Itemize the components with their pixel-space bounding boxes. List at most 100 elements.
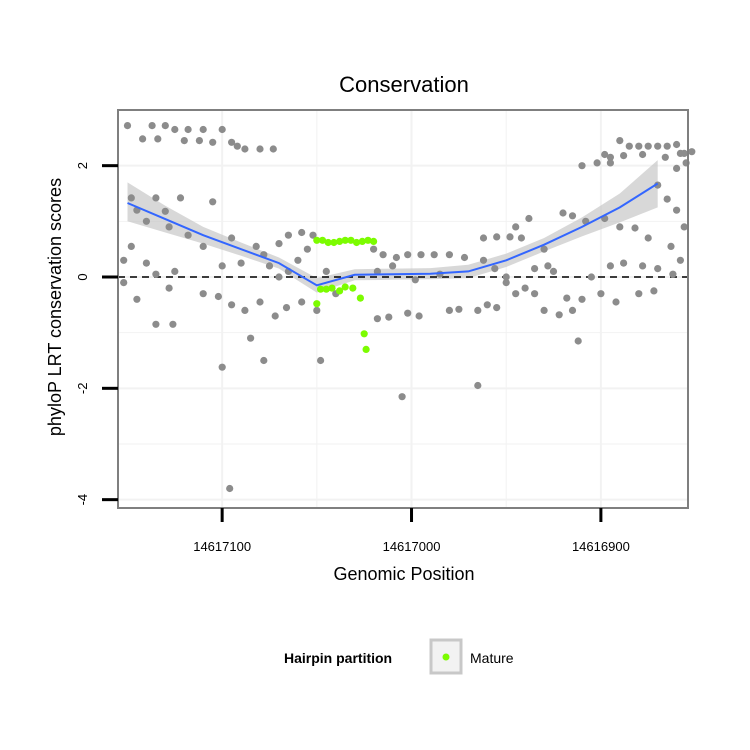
smooth-trend-line — [127, 182, 659, 287]
data-point-other — [525, 214, 533, 223]
data-point-other — [669, 270, 677, 278]
data-point-other — [639, 150, 647, 159]
data-point-other — [625, 142, 633, 150]
data-point-other — [606, 159, 615, 167]
series-other-points — [120, 122, 696, 493]
data-point-other — [540, 306, 548, 314]
legend-entry-mature: Mature — [470, 650, 514, 666]
data-point-other — [256, 298, 264, 306]
data-point-other — [303, 245, 311, 253]
gridlines — [118, 110, 688, 508]
data-point-other — [373, 315, 381, 323]
data-point-other — [127, 194, 135, 202]
data-point-mature — [317, 285, 325, 293]
data-point-mature — [313, 300, 321, 308]
data-point-other — [512, 223, 520, 231]
data-point-mature — [336, 287, 344, 295]
y-tick-label: -4 — [75, 494, 90, 506]
data-point-other — [228, 138, 236, 146]
data-point-other — [233, 142, 241, 150]
data-point-other — [120, 256, 128, 264]
data-point-other — [620, 152, 628, 160]
data-point-other — [241, 145, 249, 153]
data-point-other — [218, 125, 226, 134]
data-point-other — [139, 135, 147, 143]
data-point-other — [544, 262, 552, 270]
data-point-other — [593, 159, 601, 167]
data-point-other — [165, 223, 173, 231]
data-point-other — [455, 305, 463, 313]
data-point-mature — [328, 284, 336, 292]
data-point-other — [298, 228, 306, 237]
data-point-mature — [324, 238, 332, 247]
y-tick-label: 0 — [75, 273, 90, 280]
data-point-other — [152, 194, 160, 202]
data-point-other — [256, 145, 264, 153]
data-point-other — [152, 270, 160, 278]
data-point-other — [531, 265, 539, 273]
data-point-mature — [349, 284, 357, 292]
data-point-other — [226, 484, 234, 493]
data-point-other — [568, 212, 577, 220]
data-point-other — [169, 320, 177, 328]
data-point-other — [479, 234, 488, 242]
data-point-other — [195, 137, 203, 145]
data-point-other — [430, 251, 438, 259]
data-point-other — [506, 233, 514, 241]
data-point-mature — [347, 236, 355, 244]
y-tick-label: 2 — [75, 162, 90, 169]
data-point-other — [559, 209, 567, 217]
data-point-other — [644, 234, 652, 242]
data-point-mature — [318, 236, 327, 244]
data-point-other — [284, 231, 292, 239]
data-point-other — [282, 304, 291, 312]
data-point-other — [142, 217, 150, 225]
data-point-mature — [358, 237, 366, 245]
data-point-other — [654, 265, 662, 273]
data-point-other — [673, 140, 681, 149]
data-point-other — [512, 290, 520, 298]
data-point-other — [209, 198, 217, 206]
data-point-other — [635, 290, 643, 298]
data-point-other — [616, 137, 624, 145]
data-point-other — [578, 162, 586, 170]
data-point-other — [404, 309, 412, 317]
data-point-other — [120, 279, 128, 287]
data-point-other — [673, 164, 681, 172]
data-point-other — [563, 294, 571, 302]
data-point-other — [474, 306, 482, 314]
data-point-other — [161, 207, 169, 215]
data-point-other — [392, 253, 400, 262]
data-point-other — [275, 240, 283, 248]
data-point-other — [680, 223, 688, 231]
data-point-other — [445, 251, 453, 259]
data-point-other — [379, 251, 387, 259]
y-axis-title: phyloP LRT conservation scores — [45, 178, 65, 436]
data-point-other — [385, 313, 393, 321]
data-point-other — [635, 142, 643, 150]
data-point-other — [228, 234, 236, 242]
data-point-other — [663, 142, 671, 150]
data-point-other — [502, 279, 510, 287]
data-point-other — [587, 273, 596, 281]
data-point-other — [298, 298, 306, 306]
legend-key-mature-point — [442, 653, 450, 661]
data-point-mature — [370, 237, 378, 245]
data-point-other — [493, 233, 501, 241]
data-point-other — [171, 125, 179, 134]
y-tick-label: -2 — [75, 383, 90, 395]
data-point-other — [540, 245, 548, 253]
x-tick-label: 14617000 — [383, 539, 441, 554]
data-point-other — [398, 393, 406, 401]
data-point-other — [601, 150, 609, 159]
data-point-mature — [356, 294, 364, 302]
data-point-other — [491, 265, 499, 273]
legend-title: Hairpin partition — [284, 650, 392, 666]
data-point-mature — [322, 285, 330, 293]
data-point-other — [237, 259, 245, 267]
data-point-mature — [341, 236, 349, 244]
data-point-other — [214, 292, 222, 301]
x-tick-label: 14617100 — [193, 539, 251, 554]
data-point-other — [142, 259, 150, 267]
smooth-confidence-ribbon — [127, 160, 658, 293]
